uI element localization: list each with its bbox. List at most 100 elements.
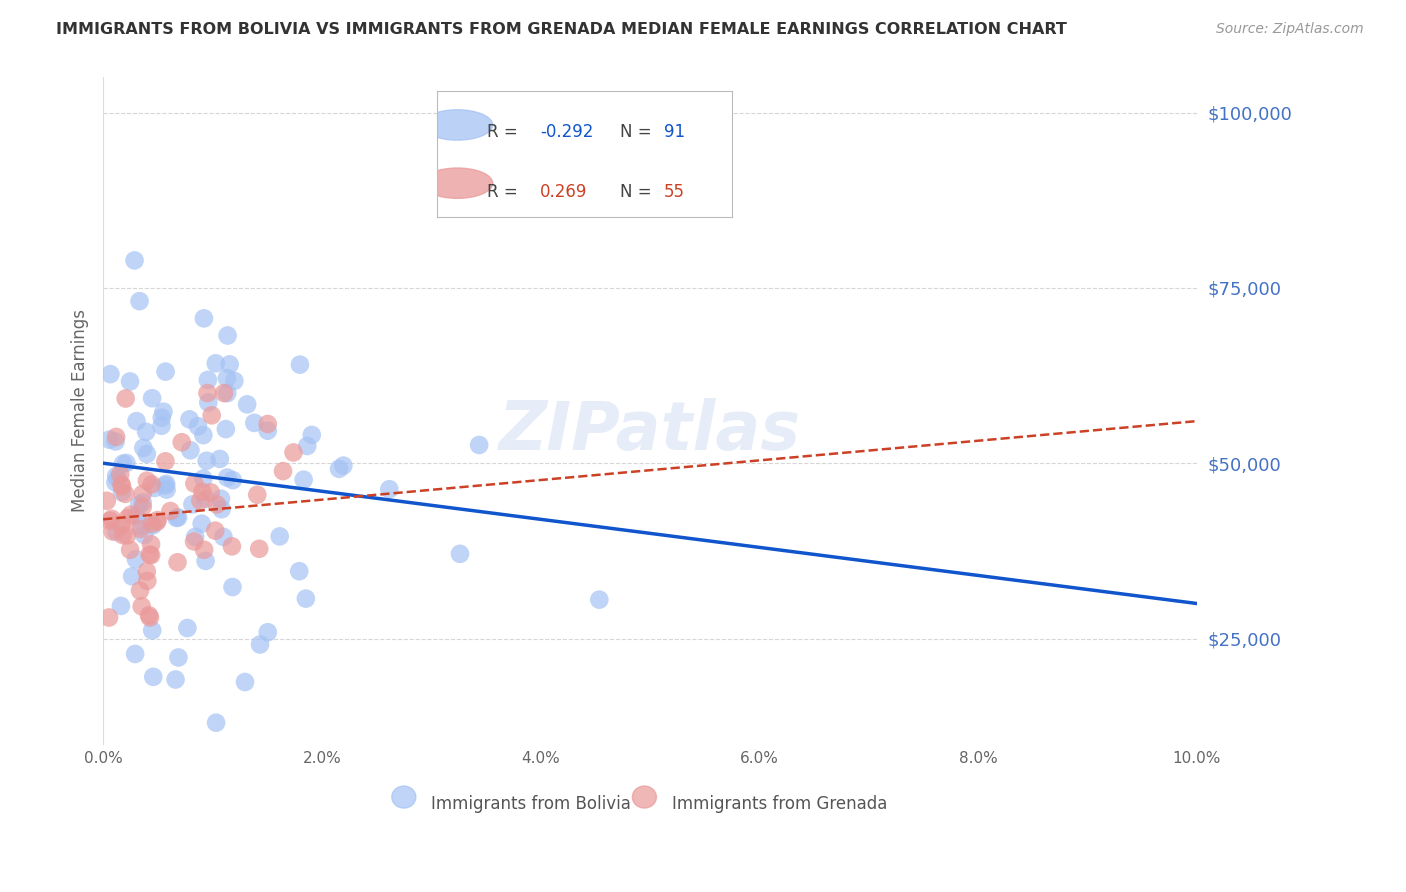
Point bbox=[332, 458, 354, 473]
Point bbox=[98, 610, 121, 624]
Point bbox=[150, 410, 173, 425]
Point bbox=[139, 548, 162, 562]
Point bbox=[179, 443, 201, 458]
Point bbox=[131, 500, 153, 514]
Point bbox=[205, 715, 228, 730]
Point bbox=[141, 624, 163, 638]
Point bbox=[271, 464, 294, 478]
Point bbox=[269, 529, 291, 543]
Point bbox=[159, 504, 181, 518]
Point bbox=[124, 647, 146, 661]
Point bbox=[138, 548, 160, 562]
Point bbox=[138, 608, 160, 623]
Point bbox=[222, 473, 245, 487]
Point bbox=[224, 374, 246, 388]
Point bbox=[105, 524, 128, 539]
Point bbox=[197, 386, 219, 401]
Point bbox=[131, 495, 153, 509]
Point bbox=[181, 497, 204, 511]
Text: IMMIGRANTS FROM BOLIVIA VS IMMIGRANTS FROM GRENADA MEDIAN FEMALE EARNINGS CORREL: IMMIGRANTS FROM BOLIVIA VS IMMIGRANTS FR… bbox=[56, 22, 1067, 37]
Point bbox=[128, 498, 150, 512]
Text: Immigrants from Grenada: Immigrants from Grenada bbox=[672, 795, 887, 813]
Point bbox=[193, 472, 215, 486]
Point bbox=[165, 673, 187, 687]
Point bbox=[167, 650, 190, 665]
Point bbox=[117, 511, 139, 525]
Point bbox=[236, 397, 259, 411]
Point bbox=[110, 518, 132, 533]
Point bbox=[205, 498, 228, 512]
Point bbox=[283, 445, 305, 459]
Point bbox=[200, 485, 222, 500]
Point bbox=[141, 391, 163, 405]
Point bbox=[115, 528, 138, 542]
Point bbox=[131, 599, 153, 614]
Point bbox=[176, 621, 198, 635]
Point bbox=[100, 367, 122, 381]
Point bbox=[217, 328, 239, 343]
Point bbox=[135, 425, 157, 439]
Point bbox=[120, 508, 142, 522]
Point bbox=[155, 478, 177, 492]
Point bbox=[256, 625, 278, 640]
Point bbox=[128, 294, 150, 309]
Point bbox=[288, 564, 311, 578]
Point bbox=[146, 513, 169, 527]
Point bbox=[152, 405, 174, 419]
Text: ZIPatlas: ZIPatlas bbox=[499, 398, 801, 464]
Point bbox=[212, 386, 235, 401]
Point bbox=[208, 451, 231, 466]
Point bbox=[131, 487, 153, 501]
Point bbox=[215, 422, 238, 436]
Point bbox=[143, 481, 166, 495]
Point bbox=[155, 365, 177, 379]
Point bbox=[121, 569, 143, 583]
Point bbox=[167, 510, 190, 524]
Point bbox=[211, 502, 233, 516]
Point bbox=[194, 554, 217, 568]
Point bbox=[191, 484, 214, 499]
Point bbox=[101, 524, 124, 539]
Point bbox=[107, 471, 129, 485]
Point bbox=[129, 522, 152, 536]
Point bbox=[197, 395, 219, 409]
Point bbox=[193, 428, 215, 442]
Point bbox=[155, 483, 177, 497]
Point bbox=[204, 356, 226, 370]
Point bbox=[134, 528, 156, 542]
Point bbox=[125, 414, 148, 428]
Point bbox=[132, 441, 155, 455]
Point bbox=[288, 358, 311, 372]
Point bbox=[105, 469, 128, 483]
Point bbox=[233, 675, 256, 690]
Ellipse shape bbox=[633, 786, 657, 808]
Point bbox=[135, 565, 157, 579]
Point bbox=[194, 491, 217, 506]
Point bbox=[449, 547, 471, 561]
Point bbox=[170, 435, 193, 450]
Point bbox=[139, 610, 162, 624]
Point bbox=[108, 467, 131, 482]
Point bbox=[190, 516, 212, 531]
Point bbox=[249, 637, 271, 651]
Point bbox=[256, 417, 278, 431]
Point bbox=[129, 583, 152, 598]
Point bbox=[328, 462, 350, 476]
Point bbox=[243, 416, 266, 430]
Point bbox=[197, 373, 219, 387]
Point bbox=[135, 447, 157, 461]
Point bbox=[110, 599, 132, 613]
Point bbox=[155, 476, 177, 491]
Point bbox=[114, 487, 136, 501]
Point bbox=[193, 311, 215, 326]
Point bbox=[115, 456, 138, 470]
Point bbox=[142, 518, 165, 533]
Point bbox=[114, 392, 136, 406]
Point bbox=[215, 371, 238, 385]
Point bbox=[295, 591, 318, 606]
Point bbox=[118, 375, 141, 389]
Point bbox=[150, 418, 173, 433]
Point bbox=[124, 253, 146, 268]
Point bbox=[378, 482, 401, 496]
Point bbox=[146, 515, 169, 529]
